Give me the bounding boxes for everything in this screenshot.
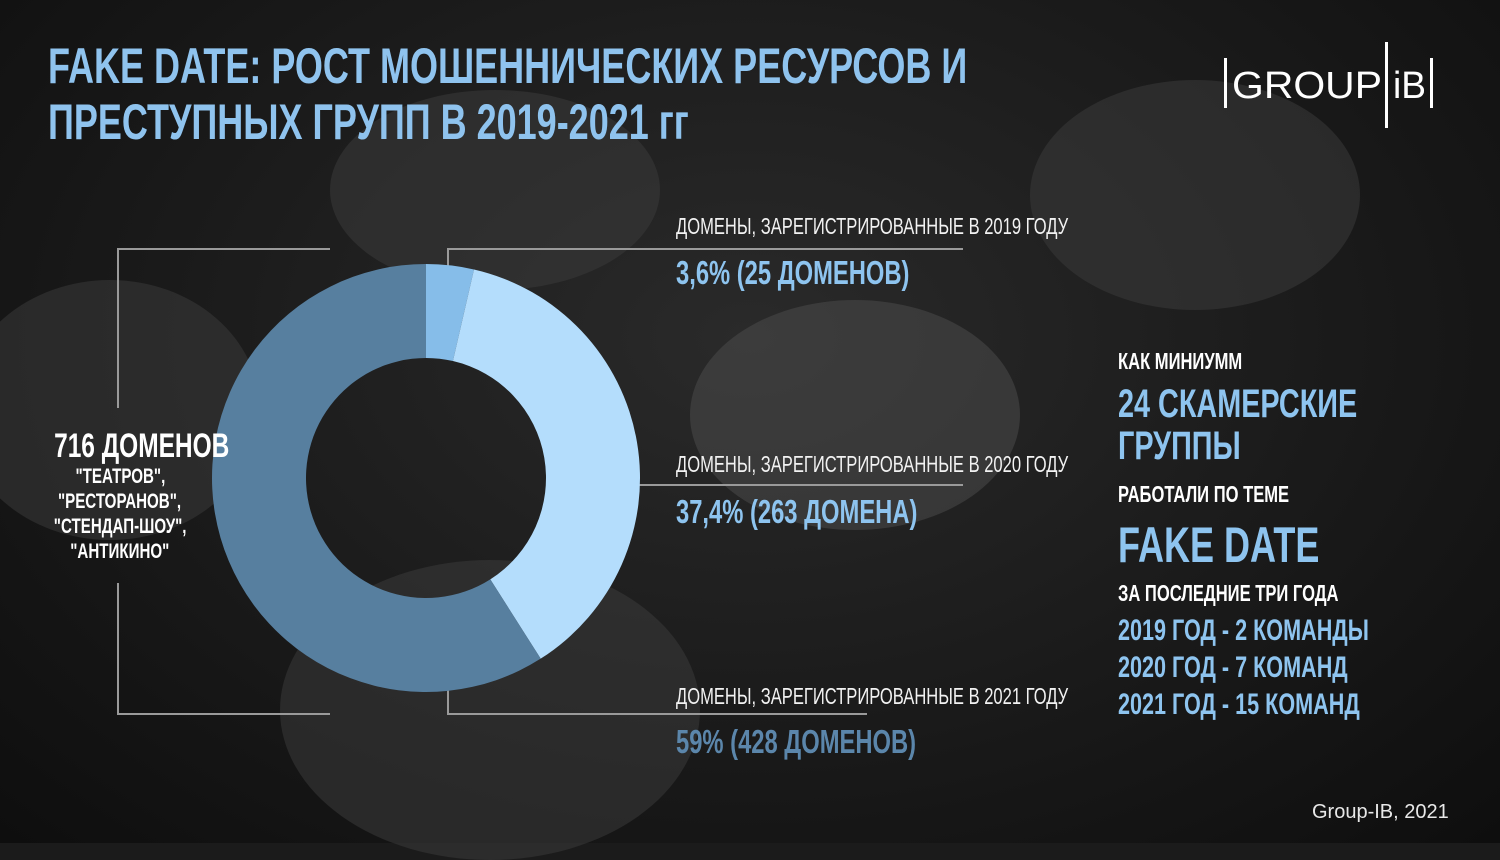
label-2019-caption: ДОМЕНЫ, ЗАРЕГИСТРИРОВАННЫЕ В 2019 ГОДУ <box>676 213 1069 239</box>
groups-label: ГРУППЫ <box>1118 424 1241 468</box>
bracket-line <box>117 583 119 715</box>
total-line: "ТЕАТРОВ", <box>75 465 165 488</box>
total-value: 716 ДОМЕНОВ <box>54 427 230 465</box>
donut-slice-2021 <box>211 264 541 692</box>
title-line: FAKE DATE: РОСТ МОШЕННИЧЕСКИХ РЕСУРСОВ И <box>48 38 968 94</box>
label-2020-caption: ДОМЕНЫ, ЗАРЕГИСТРИРОВАННЫЕ В 2020 ГОДУ <box>676 451 1069 477</box>
heart-decoration <box>1030 80 1360 310</box>
groups-count: 24 СКАМЕРСКИЕ <box>1118 382 1358 426</box>
topic-name: FAKE DATE <box>1118 517 1320 573</box>
heart-decoration <box>690 300 1020 530</box>
total-line: "СТЕНДАП-ШОУ", <box>53 515 187 538</box>
donut-chart <box>211 264 640 692</box>
total-line: "АНТИКИНО" <box>70 540 170 563</box>
bracket-line <box>117 713 330 715</box>
footer-credit: Group-IB, 2021 <box>1312 801 1449 823</box>
leader-line-2019 <box>447 248 963 250</box>
heart-decoration <box>330 90 660 290</box>
leader-line-2021 <box>447 713 867 715</box>
total-block: 716 ДОМЕНОВ "ТЕАТРОВ", "РЕСТОРАНОВ", "СТ… <box>20 428 230 564</box>
bracket-line <box>117 248 119 408</box>
year-stat: 2020 ГОД - 7 КОМАНД <box>1118 651 1348 684</box>
title-line: ПРЕСТУПНЫХ ГРУПП В 2019-2021 гг <box>48 94 689 150</box>
year-stat: 2021 ГОД - 15 КОМАНД <box>1118 688 1360 721</box>
leader-line-2020 <box>617 484 963 486</box>
label-2021-caption: ДОМЕНЫ, ЗАРЕГИСТРИРОВАННЫЕ В 2021 ГОДУ <box>676 683 1069 709</box>
group-ib-logo: GROUP iB <box>1224 42 1433 128</box>
side-intro: КАК МИНИУММ <box>1118 348 1243 374</box>
label-2021-value: 59% (428 ДОМЕНОВ) <box>676 723 917 760</box>
svg-text:iB: iB <box>1393 65 1426 107</box>
year-stat: 2019 ГОД - 2 КОМАНДЫ <box>1118 614 1369 647</box>
label-2020-value: 37,4% (263 ДОМЕНА) <box>676 493 918 530</box>
donut-slice-2019 <box>426 264 474 362</box>
total-line: "РЕСТОРАНОВ", <box>58 490 182 513</box>
page-title: FAKE DATE: РОСТ МОШЕННИЧЕСКИХ РЕСУРСОВ И… <box>48 38 1325 150</box>
donut-slice-2020 <box>452 269 640 659</box>
label-2019-value: 3,6% (25 ДОМЕНОВ) <box>676 254 910 291</box>
period-label: ЗА ПОСЛЕДНИЕ ТРИ ГОДА <box>1118 580 1339 606</box>
svg-text:GROUP: GROUP <box>1232 65 1382 107</box>
bracket-line <box>117 248 330 250</box>
topic-label: РАБОТАЛИ ПО ТЕМЕ <box>1118 481 1290 507</box>
